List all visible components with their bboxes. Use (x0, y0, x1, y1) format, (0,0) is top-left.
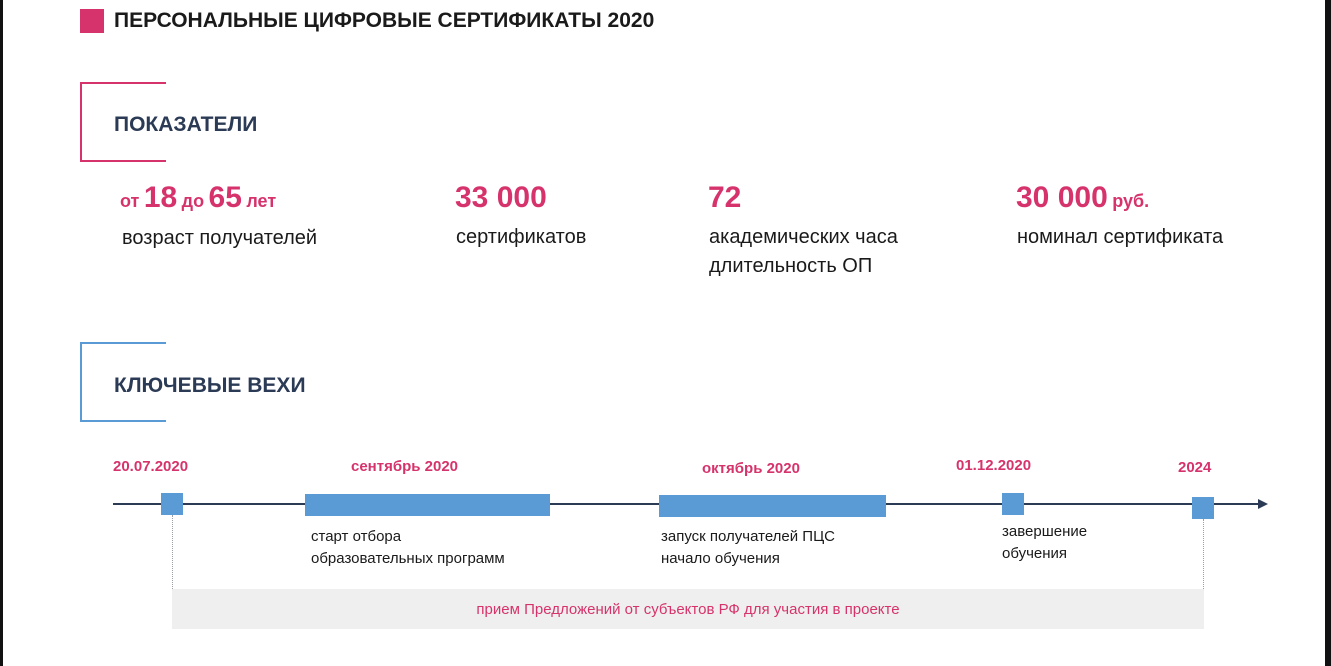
milestone-1-line-1: старт отбора (311, 528, 402, 545)
proposals-band: прием Предложений от субъектов РФ для уч… (172, 589, 1204, 629)
hours-number: 72 (708, 181, 742, 214)
indicators-frame (80, 82, 166, 162)
nominal-unit: руб. (1112, 191, 1150, 211)
date-december: 01.12.2020 (956, 457, 1032, 474)
indicators-heading: ПОКАЗАТЕЛИ (114, 113, 258, 136)
frame-right-edge (1325, 0, 1331, 666)
milestone-2-line-1: запуск получателей ПЦС (661, 528, 836, 545)
marker-start (161, 493, 183, 515)
age-min: 18 (143, 181, 178, 214)
page-title: ПЕРСОНАЛЬНЫЕ ЦИФРОВЫЕ СЕРТИФИКАТЫ 2020 (114, 9, 655, 32)
dotted-line-end (1203, 519, 1204, 607)
stat-certs-value: 33 000 (455, 180, 547, 221)
stat-nominal-value: 30 000 руб. (1016, 180, 1149, 221)
marker-2024 (1192, 497, 1214, 519)
milestone-1-line-2: образовательных программ (311, 550, 505, 567)
frame-left-edge (0, 0, 3, 666)
age-from: от (120, 191, 140, 211)
milestone-3-line-2: обучения (1002, 545, 1068, 562)
milestone-3-line-1: завершение (1002, 523, 1088, 540)
title-marker (80, 9, 104, 33)
date-october: октябрь 2020 (702, 460, 800, 477)
date-start: 20.07.2020 (113, 458, 189, 475)
stat-age-desc: возраст получателей (122, 227, 318, 249)
marker-december (1002, 493, 1024, 515)
stat-nominal-desc: номинал сертификата (1017, 226, 1224, 248)
stat-hours-value: 72 (708, 180, 741, 221)
bar-october (659, 495, 886, 517)
certs-number: 33 000 (455, 181, 547, 214)
proposals-band-text: прием Предложений от субъектов РФ для уч… (476, 600, 900, 618)
stat-hours-desc-2: длительность ОП (709, 255, 873, 277)
milestones-heading: КЛЮЧЕВЫЕ ВЕХИ (114, 374, 306, 397)
stat-hours-desc-1: академических часа (709, 226, 898, 248)
milestones-frame (80, 342, 166, 422)
milestone-2-line-2: начало обучения (661, 550, 780, 567)
date-2024: 2024 (1178, 459, 1212, 476)
stat-certs-desc: сертификатов (456, 226, 587, 248)
age-unit: лет (246, 191, 277, 211)
stat-age-value: от 18 до 65 лет (120, 180, 276, 221)
bar-september (305, 494, 550, 516)
age-to: до (181, 191, 205, 211)
timeline-arrow-icon (1258, 499, 1268, 509)
date-september: сентябрь 2020 (351, 458, 459, 475)
dotted-line-start (172, 515, 173, 607)
nominal-number: 30 000 (1016, 181, 1108, 214)
age-max: 65 (208, 181, 242, 214)
